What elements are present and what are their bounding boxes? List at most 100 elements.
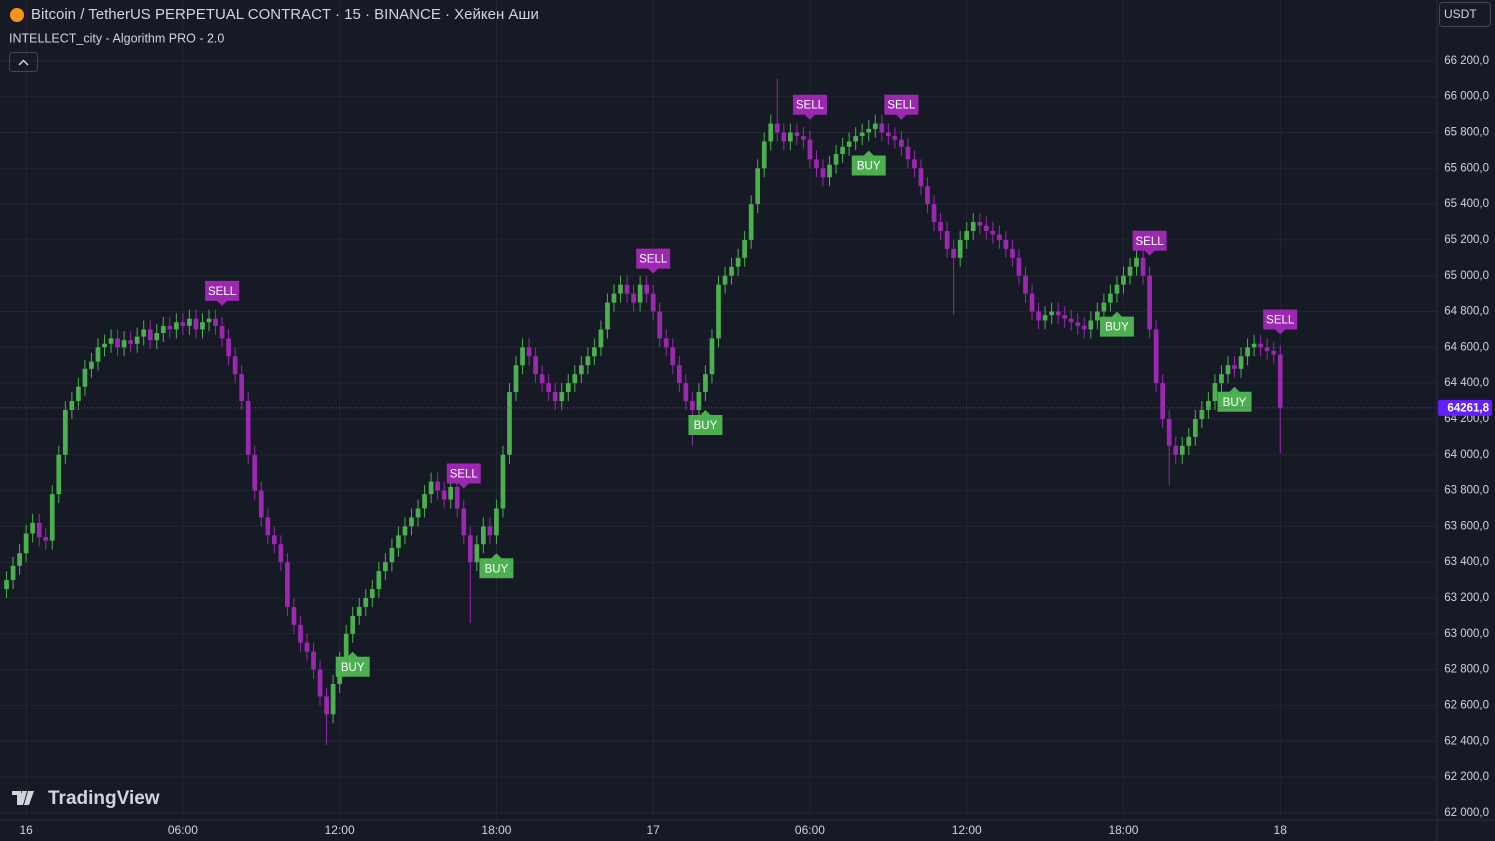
candle-body bbox=[1042, 315, 1048, 321]
chart-title: Bitcoin / TetherUS PERPETUAL CONTRACT · … bbox=[31, 6, 539, 23]
candle-body bbox=[17, 553, 22, 566]
candle-body bbox=[180, 322, 186, 326]
candle-body bbox=[997, 234, 1002, 240]
candle-body bbox=[892, 136, 898, 140]
candle-body bbox=[396, 535, 401, 548]
y-tick-label: 62 600,0 bbox=[1444, 699, 1489, 711]
candle-body bbox=[350, 615, 356, 634]
candle-body bbox=[1134, 257, 1139, 267]
candle-body bbox=[944, 230, 950, 249]
candle-body bbox=[1108, 293, 1113, 303]
x-tick-label: 17 bbox=[647, 823, 661, 837]
candle-body bbox=[147, 329, 153, 341]
x-tick-label: 06:00 bbox=[168, 823, 198, 837]
y-tick-label: 64 400,0 bbox=[1444, 377, 1489, 389]
candle-body bbox=[1206, 401, 1211, 410]
x-tick-label: 06:00 bbox=[795, 823, 825, 837]
candle-body bbox=[781, 132, 787, 142]
sell-signal: SELL bbox=[792, 94, 827, 120]
candle-body bbox=[415, 508, 421, 518]
candle-body bbox=[363, 597, 369, 607]
candle-body bbox=[219, 325, 225, 339]
candle-body bbox=[56, 454, 62, 495]
signal-box bbox=[335, 651, 370, 677]
candle-body bbox=[154, 333, 160, 341]
candle-body bbox=[872, 123, 878, 129]
currency-button[interactable] bbox=[1439, 2, 1491, 27]
candle-body bbox=[69, 401, 75, 410]
candle-body bbox=[1258, 343, 1263, 348]
candle-body bbox=[1101, 302, 1107, 312]
y-tick-label: 62 800,0 bbox=[1444, 664, 1489, 676]
candle-body bbox=[1036, 311, 1041, 321]
candle-body bbox=[311, 651, 316, 670]
candle-body bbox=[585, 356, 591, 366]
candle-body bbox=[644, 284, 650, 294]
candle-body bbox=[814, 159, 819, 169]
candle-body bbox=[722, 275, 728, 285]
candle-body bbox=[1271, 350, 1277, 355]
signal-label: BUY bbox=[1223, 397, 1247, 409]
candle-body bbox=[481, 526, 486, 545]
candle-body bbox=[885, 132, 891, 137]
candle-body bbox=[1245, 347, 1250, 357]
candle-body bbox=[983, 225, 989, 231]
candle-body bbox=[1199, 410, 1205, 419]
signal-label: SELL bbox=[450, 469, 479, 481]
candle-body bbox=[670, 347, 676, 366]
candle-body bbox=[1277, 354, 1283, 408]
candle-body bbox=[1068, 318, 1074, 323]
candle-body bbox=[213, 318, 218, 326]
candle-body bbox=[735, 257, 741, 267]
candle-body bbox=[206, 318, 212, 323]
y-tick-label: 63 800,0 bbox=[1444, 485, 1489, 497]
buy-signal: BUY bbox=[335, 651, 370, 677]
candle-body bbox=[1225, 365, 1231, 375]
candle-body bbox=[461, 508, 467, 536]
candle-body bbox=[1179, 445, 1185, 455]
candle-body bbox=[663, 338, 669, 348]
candle-body bbox=[36, 522, 42, 538]
collapse-button[interactable] bbox=[9, 52, 38, 72]
y-tick-label: 66 200,0 bbox=[1444, 55, 1489, 67]
candle-body bbox=[794, 132, 800, 137]
candle-body bbox=[435, 481, 440, 491]
candle-body bbox=[317, 669, 323, 697]
candle-body bbox=[507, 392, 512, 455]
candle-body bbox=[474, 544, 480, 563]
candle-body bbox=[487, 526, 493, 536]
signal-box bbox=[479, 553, 514, 579]
candle-body bbox=[833, 153, 839, 165]
candle-body bbox=[1029, 293, 1035, 312]
y-tick-label: 62 400,0 bbox=[1444, 735, 1489, 747]
y-tick-label: 63 600,0 bbox=[1444, 520, 1489, 532]
buy-signal: BUY bbox=[688, 410, 723, 436]
candle-body bbox=[559, 392, 565, 402]
candle-body bbox=[402, 526, 408, 536]
x-tick-label: 18:00 bbox=[1108, 823, 1138, 837]
candle-body bbox=[565, 383, 571, 393]
sell-signal: SELL bbox=[205, 280, 240, 306]
candle-body bbox=[801, 136, 806, 140]
candle-body bbox=[618, 284, 623, 294]
candle-body bbox=[298, 624, 303, 643]
candle-body bbox=[1094, 311, 1100, 321]
candle-body bbox=[304, 642, 310, 652]
signal-box bbox=[205, 280, 240, 306]
candle-body bbox=[1121, 275, 1126, 285]
candle-body bbox=[526, 347, 532, 357]
candle-body bbox=[977, 222, 983, 226]
candle-body bbox=[49, 494, 55, 541]
candle-body bbox=[108, 338, 114, 344]
signal-label: BUY bbox=[341, 662, 365, 674]
candle-body bbox=[820, 168, 826, 178]
candle-body bbox=[912, 159, 917, 169]
candle-body bbox=[918, 168, 924, 187]
candle-body bbox=[572, 374, 578, 384]
y-tick-label: 64 600,0 bbox=[1444, 341, 1489, 353]
y-tick-label: 63 000,0 bbox=[1444, 628, 1489, 640]
candle-body bbox=[43, 537, 49, 541]
candle-body bbox=[774, 123, 780, 133]
candle-body bbox=[611, 293, 617, 303]
